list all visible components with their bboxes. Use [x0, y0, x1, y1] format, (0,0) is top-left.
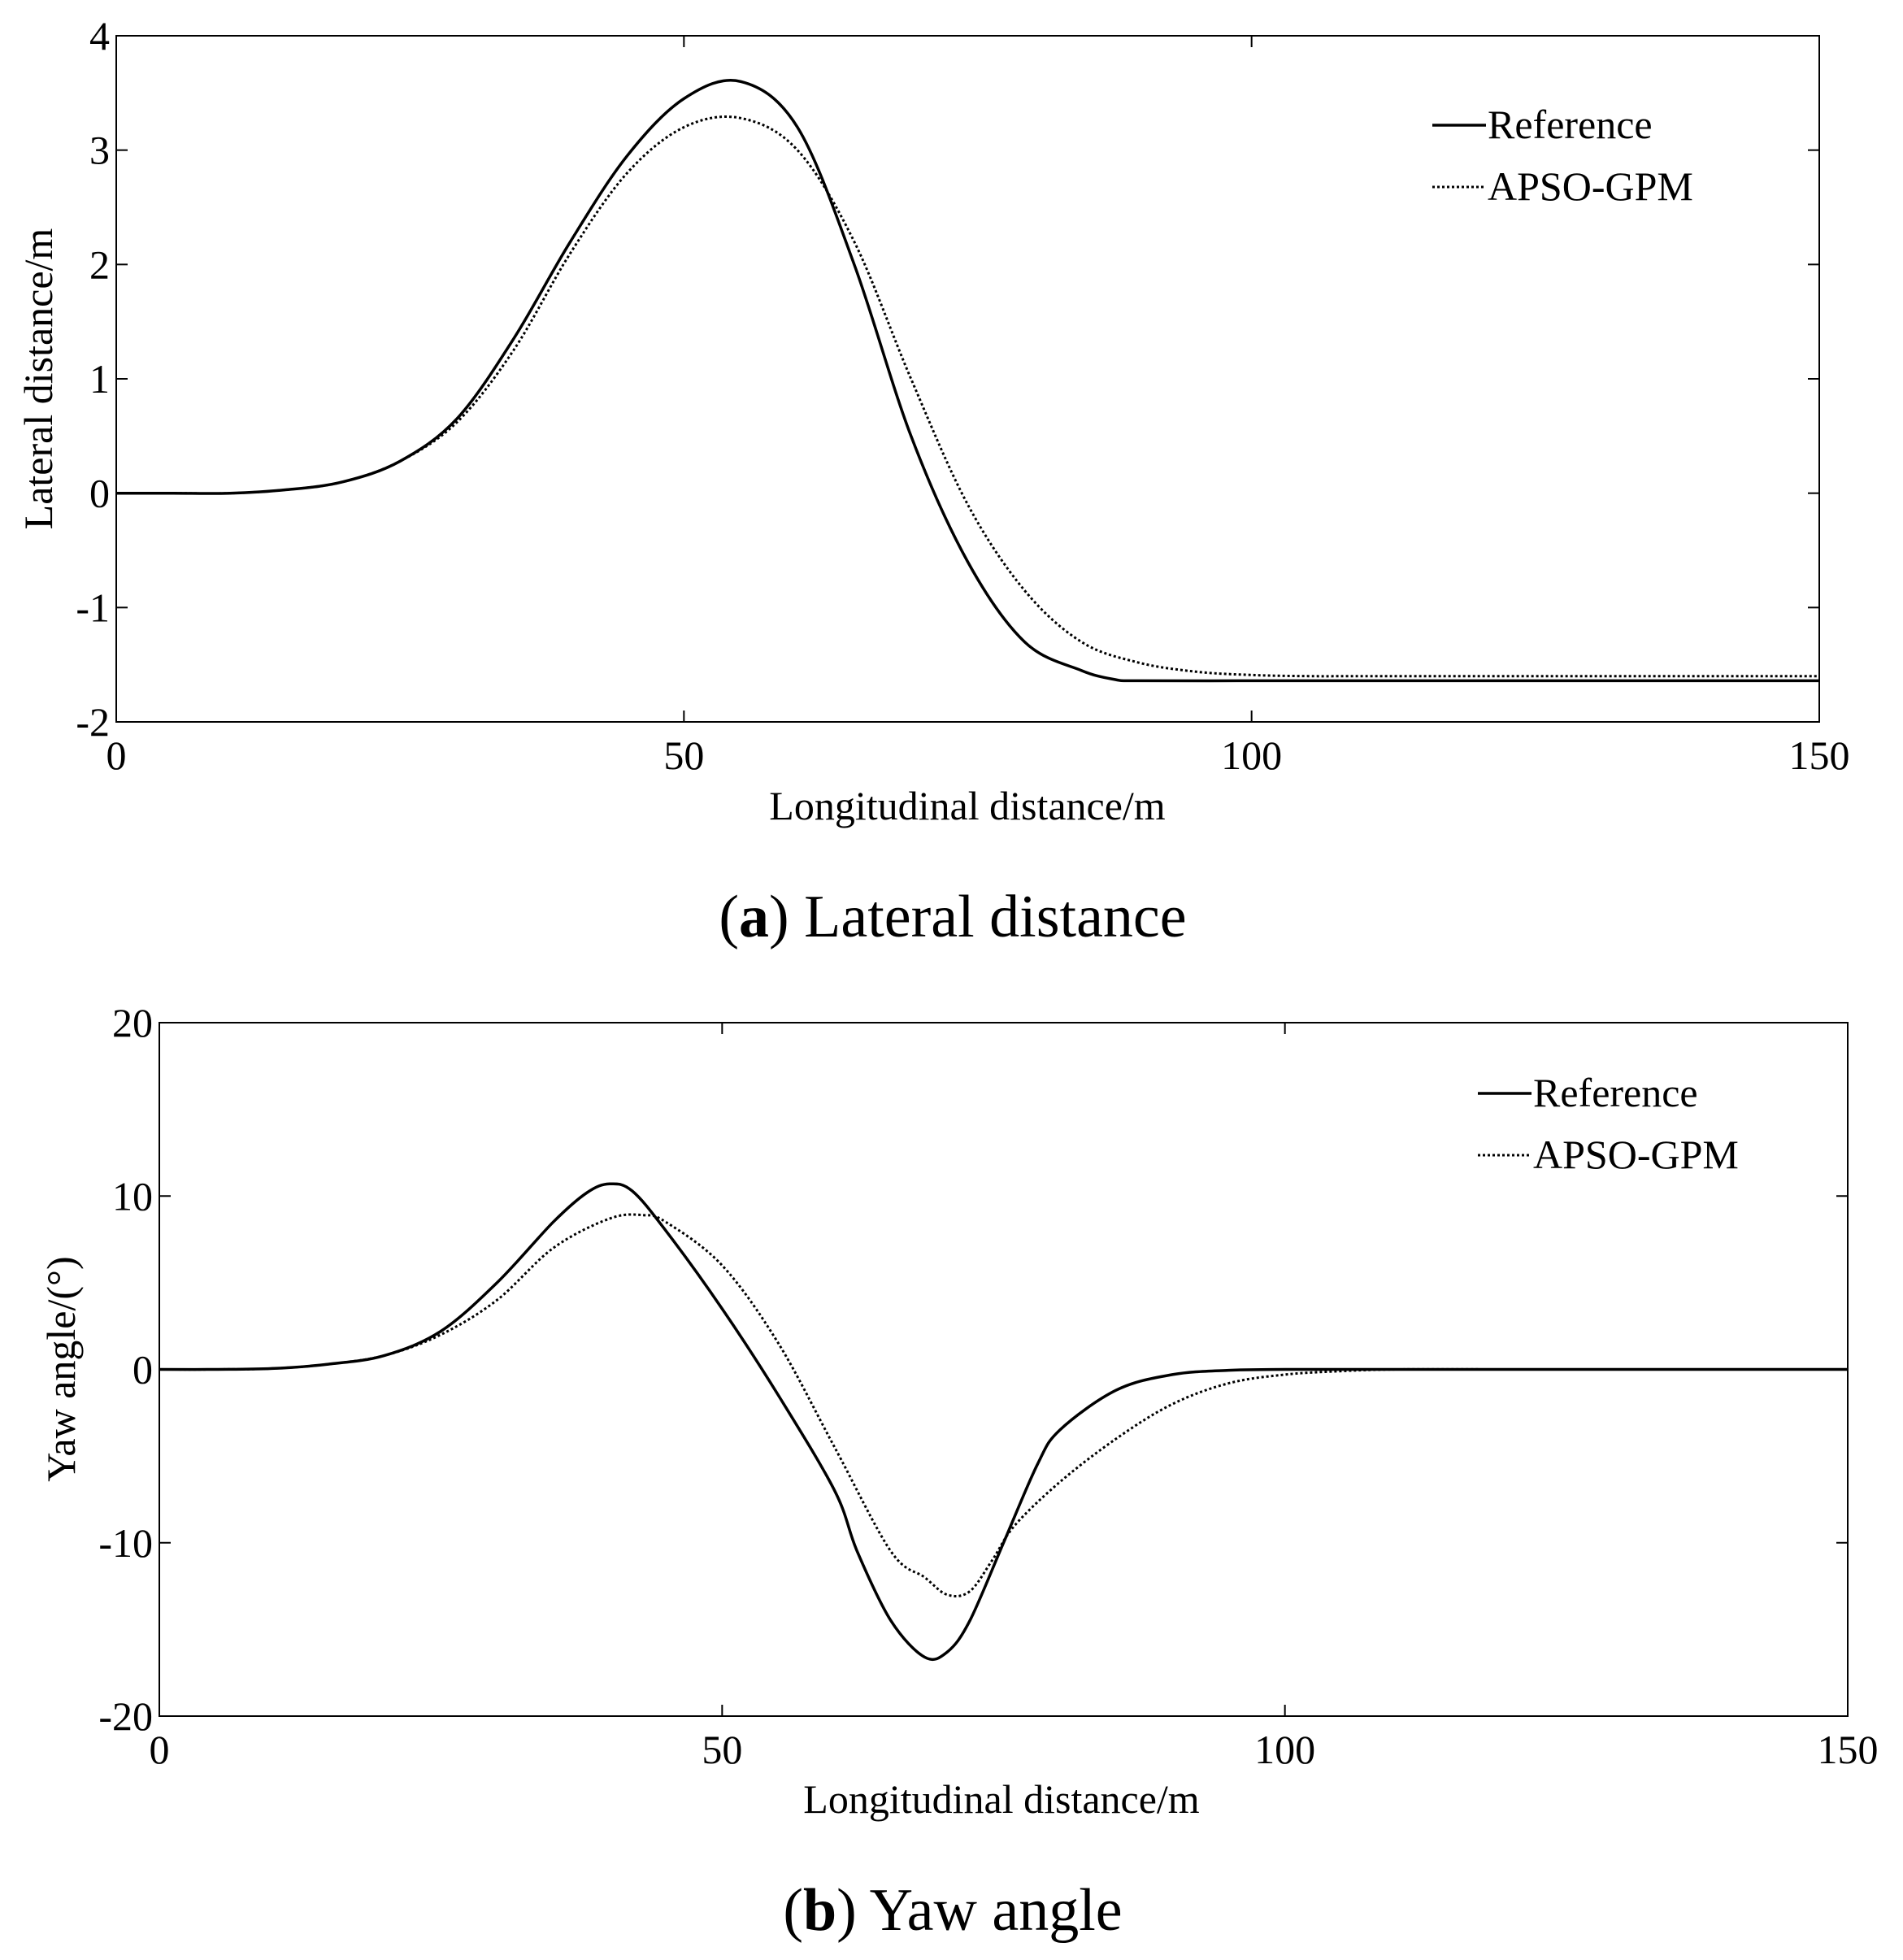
- chart-b-ytick-label: -10: [98, 1520, 153, 1566]
- chart-b-ytick-label: 10: [112, 1173, 153, 1219]
- chart-b-caption-text: Yaw angle: [870, 1877, 1123, 1944]
- chart-a-legend-label-apso-gpm: APSO-GPM: [1488, 163, 1693, 209]
- chart-b-ytick-label: -20: [98, 1693, 153, 1739]
- chart-b-ticks: 0 50 100 150 -20 -10 0 10 20: [98, 1000, 1878, 1772]
- chart-a-ticks: 0 50 100 150 -2 -1 0 1 2 3 4: [76, 13, 1849, 778]
- chart-b-series-apso-gpm: [159, 1213, 1848, 1598]
- chart-a-ytick-label: 2: [89, 241, 110, 287]
- chart-a-xtick-label: 100: [1221, 732, 1282, 778]
- chart-a-xtick-label: 150: [1789, 732, 1850, 778]
- chart-b-xlabel: Longitudinal distance/m: [803, 1776, 1200, 1822]
- chart-a-xtick-label: 0: [106, 732, 127, 778]
- chart-b-xtick-label: 0: [150, 1727, 170, 1772]
- chart-b-legend: Reference APSO-GPM: [1478, 1070, 1739, 1177]
- chart-a-ylabel: Lateral distance/m: [15, 228, 61, 530]
- chart-b-xtick-label: 150: [1818, 1727, 1879, 1772]
- chart-b-caption: (b) Yaw angle: [783, 1877, 1122, 1944]
- chart-a-legend-label-reference: Reference: [1488, 102, 1653, 147]
- chart-a-series-apso-gpm: [116, 115, 1819, 678]
- chart-a-ytick-label: 0: [89, 471, 110, 516]
- chart-a-legend: Reference APSO-GPM: [1432, 102, 1693, 209]
- chart-a-caption-text: Lateral distance: [804, 884, 1186, 950]
- chart-b-xtick-label: 50: [702, 1727, 742, 1772]
- chart-b-caption-letter: b: [803, 1877, 836, 1944]
- chart-b-legend-label-apso-gpm: APSO-GPM: [1533, 1132, 1739, 1177]
- chart-b-ytick-label: 0: [133, 1347, 153, 1393]
- chart-a-caption-letter: a: [739, 884, 769, 950]
- chart-a-xlabel: Longitudinal distance/m: [769, 783, 1166, 828]
- chart-b-ytick-label: 20: [112, 1000, 153, 1045]
- chart-a-series-reference: [116, 79, 1819, 683]
- chart-b-xtick-label: 100: [1254, 1727, 1315, 1772]
- chart-a-series: [116, 79, 1819, 683]
- chart-b-series-reference: [159, 1182, 1848, 1662]
- chart-a-xtick-label: 50: [663, 732, 704, 778]
- chart-a-ytick-label: 4: [89, 13, 110, 59]
- chart-a-ytick-label: 3: [89, 128, 110, 173]
- chart-a-ytick-label: 1: [89, 356, 110, 402]
- chart-b-series: [159, 1182, 1848, 1662]
- chart-a-ytick-label: -2: [76, 699, 110, 745]
- chart-a-ytick-label: -1: [76, 585, 110, 630]
- chart-b-legend-label-reference: Reference: [1533, 1070, 1698, 1115]
- chart-a-caption: (a) Lateral distance: [719, 884, 1186, 950]
- chart-b-ylabel: Yaw angle/(°): [38, 1256, 84, 1481]
- chart-a: 0 50 100 150 -2 -1 0 1 2 3 4 Reference APSO-GPM Lo…: [15, 13, 1850, 950]
